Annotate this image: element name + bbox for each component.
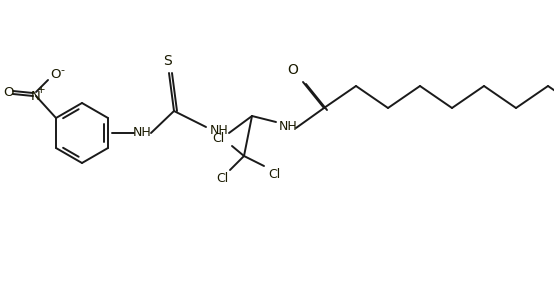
Text: -: - [60, 65, 64, 75]
Text: Cl: Cl [212, 131, 224, 144]
Text: O: O [288, 63, 299, 77]
Text: NH: NH [132, 125, 151, 139]
Text: Cl: Cl [268, 168, 280, 180]
Text: +: + [37, 85, 45, 95]
Text: Cl: Cl [216, 172, 228, 184]
Text: NH: NH [279, 119, 297, 133]
Text: N: N [31, 89, 41, 103]
Text: NH: NH [209, 125, 228, 137]
Text: O: O [50, 68, 60, 82]
Text: S: S [163, 54, 172, 68]
Text: O: O [3, 87, 13, 99]
